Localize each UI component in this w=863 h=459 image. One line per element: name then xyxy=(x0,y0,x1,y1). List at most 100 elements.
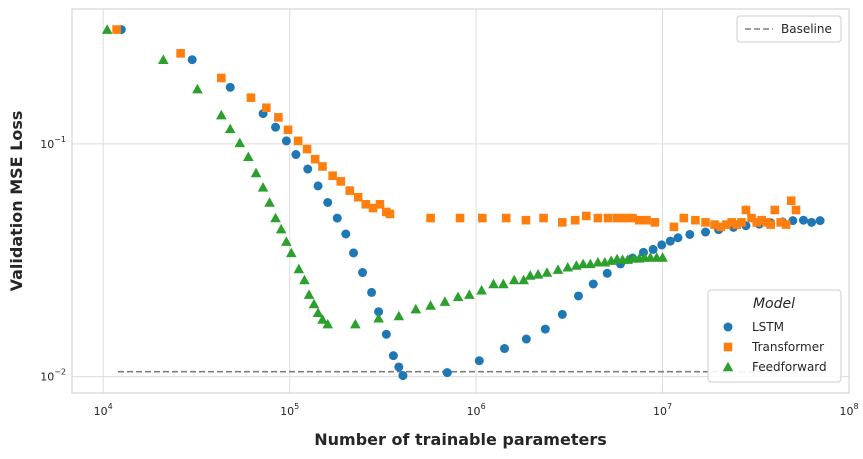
transformer-point xyxy=(620,213,630,223)
transformer-point xyxy=(679,213,689,223)
baseline-legend-box xyxy=(736,15,842,43)
transformer-point xyxy=(650,218,660,227)
lstm-point xyxy=(602,268,612,278)
feedforward-point xyxy=(541,267,553,277)
x-axis-title: Number of trainable parameters xyxy=(314,430,606,449)
transformer-point xyxy=(385,209,395,219)
feedforward-point xyxy=(303,289,315,299)
x-tick-base: 10 xyxy=(839,405,853,418)
x-tick-exponent: 4 xyxy=(108,402,113,411)
lstm-point xyxy=(665,236,675,246)
lstm-point xyxy=(648,244,658,254)
y-tick-label: 10−2 xyxy=(40,368,66,384)
transformer-point xyxy=(501,213,511,223)
lstm-point xyxy=(187,55,197,65)
transformer-point xyxy=(722,220,731,229)
lstm-point xyxy=(442,368,452,378)
feedforward-point xyxy=(101,24,113,34)
feedforward-point xyxy=(592,256,604,267)
transformer-point xyxy=(776,218,785,227)
lstm-point xyxy=(788,216,798,226)
x-tick-label: 107 xyxy=(653,402,672,418)
lstm-point xyxy=(225,82,235,92)
feedforward-point xyxy=(216,109,227,120)
transformer-point xyxy=(336,177,346,186)
transformer-point xyxy=(634,215,644,225)
transformer-point xyxy=(710,220,719,229)
legend-swatch-transformer xyxy=(723,342,733,352)
transformer-point xyxy=(217,73,226,83)
feedforward-point xyxy=(657,252,668,262)
feedforward-point xyxy=(373,313,384,323)
feedforward-point xyxy=(464,289,475,299)
lstm-point xyxy=(349,248,359,258)
lstm-point xyxy=(367,287,377,297)
transformer-point xyxy=(628,213,637,223)
y-axis-title: Validation MSE Loss xyxy=(7,111,26,292)
transformer-point xyxy=(593,213,603,223)
feedforward-point xyxy=(518,274,530,285)
lstm-point xyxy=(815,216,825,226)
transformer-point xyxy=(582,211,591,221)
transformer-point xyxy=(521,215,531,225)
feedforward-point xyxy=(192,83,203,94)
transformer-point xyxy=(669,222,679,232)
lstm-point xyxy=(332,213,342,223)
lstm-point xyxy=(341,229,351,239)
lstm-point xyxy=(388,351,398,361)
legend-swatch-feedforward xyxy=(722,361,734,372)
feedforward-point xyxy=(508,274,520,285)
feedforward-point xyxy=(158,54,169,64)
transformer-point xyxy=(310,154,320,164)
baseline-legend-label: Baseline xyxy=(781,22,832,36)
feedforward-point xyxy=(322,318,334,329)
transformer-point xyxy=(283,125,293,135)
transformer-point xyxy=(112,25,121,34)
lstm-point xyxy=(588,279,598,289)
feedforward-point xyxy=(476,284,487,295)
x-tick-exponent: 8 xyxy=(853,402,858,411)
feedforward-point xyxy=(498,278,509,289)
x-tick-label: 104 xyxy=(94,402,113,418)
y-tick-exponent: −2 xyxy=(54,368,66,377)
x-tick-label: 106 xyxy=(467,402,486,418)
feedforward-point xyxy=(257,182,269,192)
feedforward-point xyxy=(317,314,328,324)
lstm-point xyxy=(673,233,683,243)
feedforward-point xyxy=(524,270,536,280)
transformer-point xyxy=(727,218,737,227)
transformer-point xyxy=(732,220,742,229)
x-tick-base: 10 xyxy=(94,405,108,418)
x-tick-exponent: 5 xyxy=(294,402,299,411)
transformer-point xyxy=(786,196,796,206)
model-legend: Model LSTM Transformer Feedforward xyxy=(707,289,842,383)
x-tick-label: 105 xyxy=(280,402,299,418)
transformer-point xyxy=(539,213,548,223)
transformer-point xyxy=(426,213,435,223)
transformer-point xyxy=(757,215,766,225)
points-layer xyxy=(101,24,825,381)
legend-label-feedforward: Feedforward xyxy=(752,360,827,374)
x-tick-label: 108 xyxy=(839,402,858,418)
transformer-point xyxy=(781,220,791,229)
lstm-point xyxy=(685,229,695,239)
lstm-point xyxy=(281,136,291,146)
transformer-point xyxy=(603,213,613,223)
lstm-point xyxy=(291,150,301,160)
lstm-point xyxy=(573,291,583,301)
feedforward-point xyxy=(439,296,451,306)
lstm-point xyxy=(271,122,281,132)
lstm-point xyxy=(540,324,550,334)
lstm-point xyxy=(374,307,384,317)
y-tick-label: 10−1 xyxy=(40,135,66,151)
transformer-point xyxy=(262,103,271,113)
transformer-point xyxy=(361,200,371,209)
lstm-point xyxy=(474,356,484,366)
feedforward-point xyxy=(293,263,305,274)
transformer-point xyxy=(302,144,312,154)
feedforward-point xyxy=(532,269,544,279)
transformer-point xyxy=(642,215,651,225)
transformer-point xyxy=(741,205,751,215)
transformer-point xyxy=(761,218,771,227)
